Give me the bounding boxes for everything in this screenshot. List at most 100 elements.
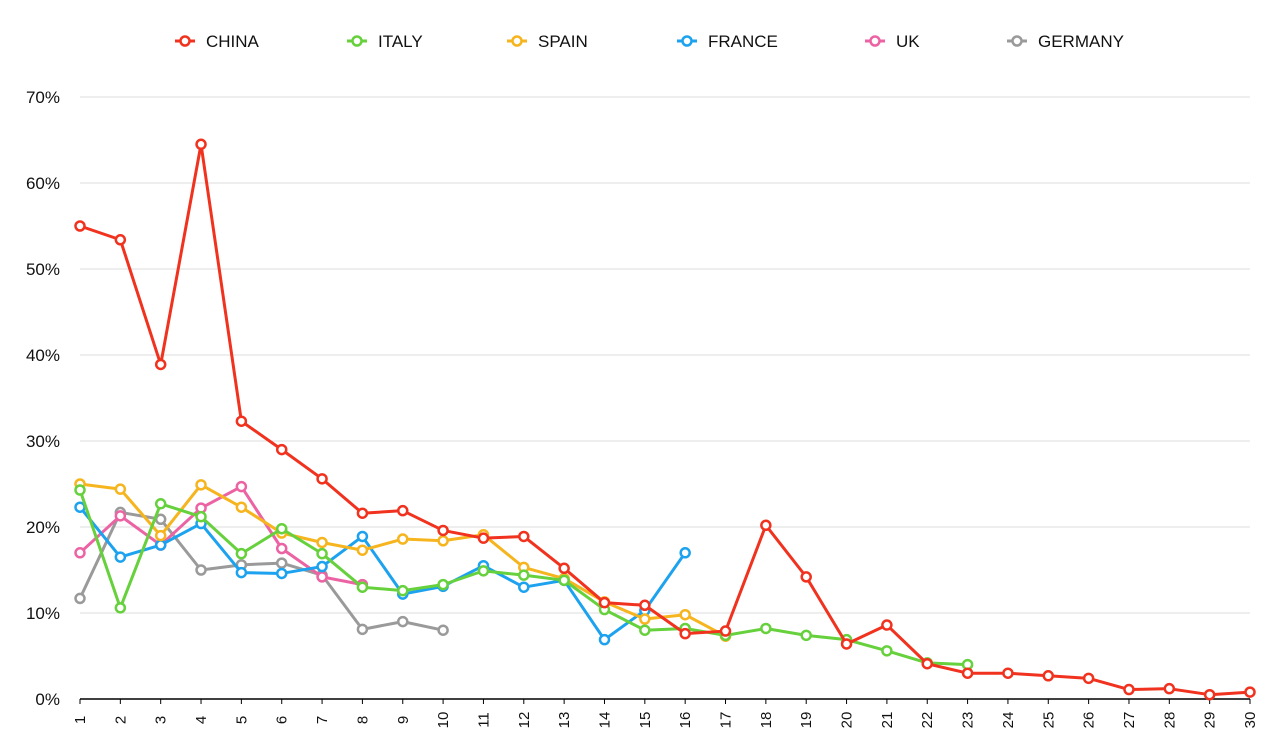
data-point-uk (316, 571, 328, 583)
x-tick-label: 20 (839, 712, 856, 729)
x-tick-label: 25 (1040, 712, 1057, 729)
y-tick-label: 40% (26, 346, 60, 365)
data-point-italy (800, 629, 812, 642)
series-china (74, 138, 1256, 701)
data-point-italy (235, 547, 248, 560)
data-point-china (235, 415, 248, 427)
x-tick-label: 26 (1081, 712, 1098, 729)
data-point-china (518, 530, 530, 543)
x-tick-label: 7 (314, 716, 331, 724)
data-point-china (74, 220, 86, 232)
legend-label: CHINA (206, 32, 260, 51)
x-tick-label: 3 (153, 716, 170, 724)
data-point-china (639, 599, 651, 612)
data-point-china (1042, 670, 1055, 682)
data-point-uk (235, 480, 248, 493)
data-point-china (477, 532, 490, 544)
legend-label: ITALY (378, 32, 423, 51)
data-point-france (114, 551, 127, 563)
data-point-germany (154, 513, 167, 526)
y-tick-label: 20% (26, 518, 60, 537)
x-tick-label: 21 (879, 712, 896, 729)
data-point-china (1244, 686, 1256, 698)
data-point-china (840, 638, 853, 650)
data-point-italy (558, 574, 570, 587)
data-point-uk (114, 510, 127, 522)
data-point-italy (74, 484, 86, 496)
series-italy (74, 484, 974, 671)
data-point-china (316, 473, 328, 485)
data-point-china (598, 596, 611, 609)
legend-item-germany: GERMANY (1007, 32, 1124, 51)
data-point-spain (154, 529, 167, 542)
x-tick-label: 14 (596, 712, 613, 729)
data-point-italy (518, 569, 530, 581)
legend-label: GERMANY (1038, 32, 1124, 51)
data-point-china (1123, 683, 1135, 696)
data-point-china (1163, 682, 1176, 695)
data-point-italy (316, 547, 328, 560)
legend-swatch-marker (681, 35, 693, 47)
series-line-china (78, 142, 1252, 697)
data-point-france (235, 566, 248, 579)
data-point-spain (235, 501, 248, 513)
x-tick-label: 12 (516, 712, 533, 729)
data-point-france (518, 581, 530, 593)
x-tick-label: 18 (758, 712, 775, 729)
data-point-china (1203, 688, 1216, 701)
x-tick-label: 22 (919, 712, 936, 729)
x-tick-label: 8 (354, 716, 371, 724)
data-point-china (760, 519, 772, 532)
axes: 0%10%20%30%40%50%60%70%1 2 3 4 5 6 7 8 9 10 11 12 13… (26, 88, 1259, 728)
data-point-france (356, 530, 369, 543)
x-tick-label: 24 (1000, 712, 1017, 729)
data-point-germany (437, 624, 449, 636)
data-point-germany (275, 557, 288, 569)
data-point-china (881, 619, 893, 631)
x-tick-label: 4 (193, 716, 210, 724)
x-tick-label: 1 (72, 716, 89, 724)
legend-swatch-marker (869, 35, 881, 47)
data-point-italy (275, 522, 288, 535)
legend-item-france: FRANCE (677, 32, 778, 51)
data-point-france (275, 567, 288, 580)
data-point-china (1082, 672, 1095, 685)
data-point-italy (639, 624, 651, 636)
x-tick-label: 28 (1161, 712, 1178, 729)
data-point-spain (437, 535, 449, 547)
series-line-germany (78, 510, 445, 632)
data-point-italy (114, 602, 127, 614)
legend-label: FRANCE (708, 32, 778, 51)
data-point-france (679, 547, 691, 559)
x-tick-label: 15 (637, 712, 654, 729)
data-point-china (558, 562, 570, 575)
legend-item-italy: ITALY (347, 32, 423, 51)
data-point-spain (679, 608, 691, 621)
data-point-china (275, 443, 288, 456)
data-point-china (719, 625, 732, 637)
y-tick-label: 60% (26, 174, 60, 193)
x-tick-label: 6 (274, 716, 291, 724)
data-point-italy (881, 645, 893, 657)
legend-item-spain: SPAIN (507, 32, 588, 51)
data-point-italy (356, 581, 369, 593)
data-point-china (1002, 667, 1014, 679)
data-point-france (598, 633, 611, 646)
grid-lines (80, 96, 1250, 614)
data-point-spain (316, 536, 328, 549)
data-point-china (397, 504, 409, 517)
data-point-china (679, 627, 691, 640)
x-tick-label: 17 (718, 712, 735, 729)
y-tick-label: 0% (35, 690, 60, 709)
x-tick-label: 16 (677, 712, 694, 729)
legend: CHINA ITALY SPAIN FRANCE UK GERMANY (175, 32, 1124, 51)
x-tick-label: 9 (395, 716, 412, 724)
x-tick-label: 27 (1121, 712, 1138, 729)
legend-swatch-marker (351, 35, 363, 47)
y-tick-label: 10% (26, 604, 60, 623)
data-point-china (114, 234, 127, 246)
data-point-germany (195, 564, 207, 576)
legend-item-uk: UK (865, 32, 920, 51)
data-point-china (154, 358, 167, 371)
